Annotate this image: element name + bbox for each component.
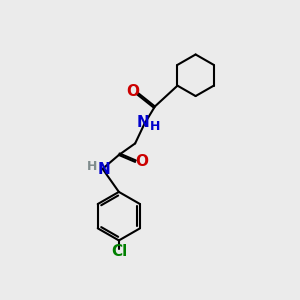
- Text: N: N: [98, 163, 110, 178]
- Text: H: H: [150, 120, 160, 133]
- Text: N: N: [137, 115, 150, 130]
- Text: O: O: [126, 84, 139, 99]
- Text: Cl: Cl: [111, 244, 127, 260]
- Text: H: H: [87, 160, 97, 172]
- Text: O: O: [136, 154, 148, 169]
